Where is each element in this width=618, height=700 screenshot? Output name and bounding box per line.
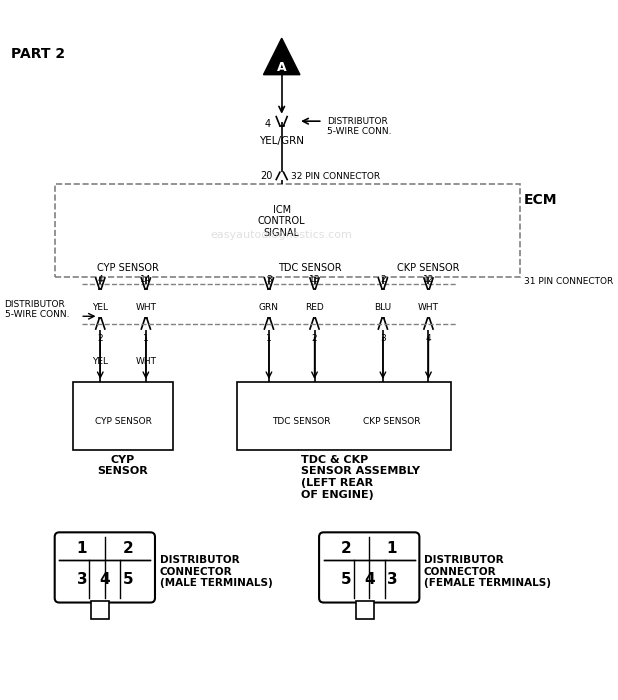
Bar: [355, 601, 374, 619]
FancyBboxPatch shape: [55, 532, 155, 603]
Text: BLU: BLU: [375, 302, 391, 312]
Text: DISTRIBUTOR
CONNECTOR
(MALE TERMINALS): DISTRIBUTOR CONNECTOR (MALE TERMINALS): [159, 555, 273, 588]
Text: YEL: YEL: [92, 357, 108, 366]
Text: CYP
SENSOR: CYP SENSOR: [98, 455, 148, 477]
Text: 20: 20: [260, 171, 273, 181]
Text: 5: 5: [341, 572, 352, 587]
FancyBboxPatch shape: [55, 184, 520, 277]
Text: A: A: [277, 61, 287, 74]
Text: WHT: WHT: [418, 302, 439, 312]
Text: 4: 4: [99, 572, 110, 587]
Text: 2: 2: [98, 334, 103, 342]
Text: 2: 2: [341, 541, 352, 556]
Bar: [91, 601, 109, 619]
Text: 2: 2: [380, 275, 386, 284]
Text: 4: 4: [265, 119, 271, 129]
Text: 12: 12: [423, 275, 434, 284]
Text: CYP SENSOR: CYP SENSOR: [95, 416, 151, 426]
Text: 3: 3: [387, 572, 397, 587]
Polygon shape: [263, 38, 300, 75]
Text: 14: 14: [140, 275, 151, 284]
Bar: [73, 382, 173, 450]
Text: 3: 3: [380, 334, 386, 342]
Text: 4: 4: [98, 275, 103, 284]
Text: 4: 4: [364, 572, 375, 587]
Text: 1: 1: [143, 334, 149, 342]
Text: RED: RED: [305, 302, 324, 312]
Text: 31 PIN CONNECTOR: 31 PIN CONNECTOR: [524, 277, 614, 286]
FancyBboxPatch shape: [319, 532, 420, 603]
Text: WHT: WHT: [135, 357, 156, 366]
Text: ICM
CONTROL
SIGNAL: ICM CONTROL SIGNAL: [258, 205, 305, 238]
Text: ECM: ECM: [524, 193, 557, 207]
Text: 2: 2: [311, 334, 317, 342]
Text: easyautodiagnostics.com: easyautodiagnostics.com: [211, 230, 353, 240]
Text: CKP SENSOR: CKP SENSOR: [363, 416, 421, 426]
Text: 13: 13: [309, 275, 320, 284]
Bar: [237, 382, 451, 450]
Text: 5: 5: [122, 572, 133, 587]
Text: DISTRIBUTOR
CONNECTOR
(FEMALE TERMINALS): DISTRIBUTOR CONNECTOR (FEMALE TERMINALS): [424, 555, 551, 588]
Text: CYP SENSOR: CYP SENSOR: [96, 263, 159, 274]
Text: CKP SENSOR: CKP SENSOR: [397, 263, 460, 274]
Text: 3: 3: [77, 572, 87, 587]
Text: TDC & CKP
SENSOR ASSEMBLY
(LEFT REAR
OF ENGINE): TDC & CKP SENSOR ASSEMBLY (LEFT REAR OF …: [301, 455, 420, 500]
Text: 32 PIN CONNECTOR: 32 PIN CONNECTOR: [291, 172, 380, 181]
Text: 2: 2: [122, 541, 133, 556]
Text: TDC SENSOR: TDC SENSOR: [278, 263, 342, 274]
Text: PART 2: PART 2: [11, 48, 65, 62]
Text: 4: 4: [426, 334, 431, 342]
Text: 1: 1: [387, 541, 397, 556]
Text: TDC SENSOR: TDC SENSOR: [271, 416, 330, 426]
Text: DISTRIBUTOR
5-WIRE CONN.: DISTRIBUTOR 5-WIRE CONN.: [4, 300, 69, 319]
Text: YEL/GRN: YEL/GRN: [259, 136, 304, 146]
Text: YEL: YEL: [92, 302, 108, 312]
Text: 3: 3: [266, 275, 272, 284]
Text: 1: 1: [266, 334, 272, 342]
Text: WHT: WHT: [135, 302, 156, 312]
Text: DISTRIBUTOR
5-WIRE CONN.: DISTRIBUTOR 5-WIRE CONN.: [328, 117, 392, 136]
Text: 1: 1: [77, 541, 87, 556]
Text: GRN: GRN: [259, 302, 279, 312]
